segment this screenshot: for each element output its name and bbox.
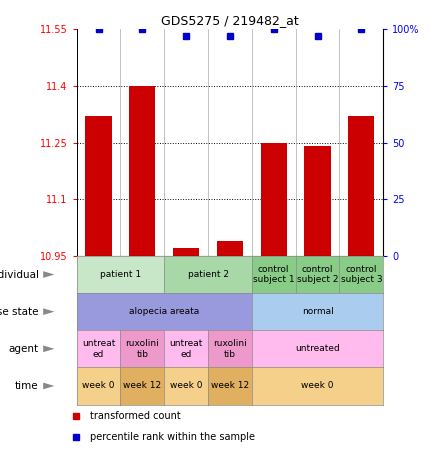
Text: individual: individual bbox=[0, 270, 39, 280]
Text: week 0: week 0 bbox=[82, 381, 115, 390]
Text: patient 2: patient 2 bbox=[187, 270, 229, 279]
Polygon shape bbox=[43, 383, 54, 389]
Text: disease state: disease state bbox=[0, 307, 39, 317]
Text: percentile rank within the sample: percentile rank within the sample bbox=[90, 432, 255, 442]
Text: week 12: week 12 bbox=[123, 381, 162, 390]
Bar bbox=[173, 248, 199, 256]
Text: transformed count: transformed count bbox=[90, 411, 180, 421]
Text: ruxolini
tib: ruxolini tib bbox=[125, 339, 159, 358]
Bar bbox=[129, 86, 155, 256]
Text: control
subject 1: control subject 1 bbox=[253, 265, 295, 284]
Bar bbox=[217, 241, 243, 256]
Text: patient 1: patient 1 bbox=[100, 270, 141, 279]
Text: untreat
ed: untreat ed bbox=[170, 339, 203, 358]
Title: GDS5275 / 219482_at: GDS5275 / 219482_at bbox=[161, 14, 299, 27]
Text: week 0: week 0 bbox=[301, 381, 334, 390]
Text: alopecia areata: alopecia areata bbox=[129, 307, 199, 316]
Polygon shape bbox=[43, 271, 54, 278]
Bar bbox=[261, 143, 287, 256]
Text: control
subject 3: control subject 3 bbox=[340, 265, 382, 284]
Text: ruxolini
tib: ruxolini tib bbox=[213, 339, 247, 358]
Polygon shape bbox=[43, 308, 54, 315]
Text: control
subject 2: control subject 2 bbox=[297, 265, 338, 284]
Text: week 12: week 12 bbox=[211, 381, 249, 390]
Text: time: time bbox=[15, 381, 39, 391]
Bar bbox=[304, 146, 331, 256]
Polygon shape bbox=[43, 346, 54, 352]
Bar bbox=[348, 116, 374, 256]
Text: untreat
ed: untreat ed bbox=[82, 339, 115, 358]
Text: week 0: week 0 bbox=[170, 381, 202, 390]
Bar bbox=[85, 116, 112, 256]
Text: untreated: untreated bbox=[295, 344, 340, 353]
Text: agent: agent bbox=[9, 344, 39, 354]
Text: normal: normal bbox=[302, 307, 333, 316]
